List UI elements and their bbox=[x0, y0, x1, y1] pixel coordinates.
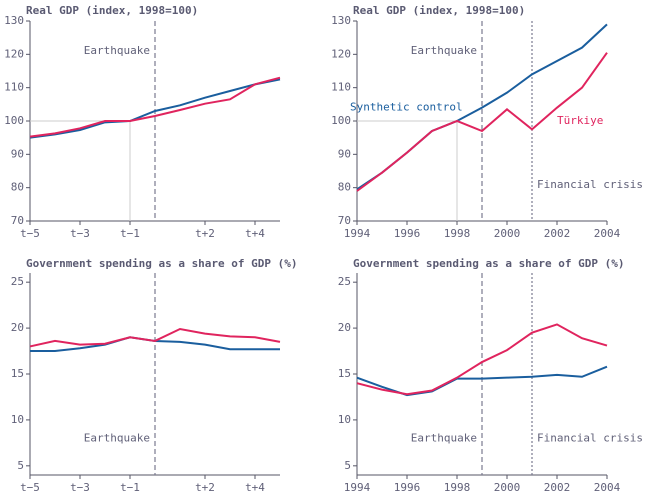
series-line bbox=[356, 323, 608, 396]
y-tick-label: 20 bbox=[338, 321, 351, 334]
x-tick-label: t+2 bbox=[195, 481, 215, 494]
y-tick-label: 80 bbox=[11, 181, 24, 194]
y-tick-label: 90 bbox=[11, 147, 24, 160]
y-tick-label: 10 bbox=[338, 413, 351, 426]
x-tick-label: t+4 bbox=[245, 481, 265, 494]
x-tick-label: 1994 bbox=[344, 481, 371, 494]
event-label: Earthquake bbox=[411, 432, 477, 445]
y-tick-label: 5 bbox=[344, 459, 351, 472]
x-tick-label: 2004 bbox=[594, 227, 621, 240]
chart-title: Real GDP (index, 1998=100) bbox=[353, 4, 525, 17]
y-tick-label: 110 bbox=[4, 81, 24, 94]
x-tick-label: t−5 bbox=[20, 227, 40, 240]
event-label: Earthquake bbox=[84, 44, 150, 57]
series-line bbox=[29, 78, 281, 139]
event-label: Financial crisis bbox=[537, 432, 643, 445]
series-line bbox=[29, 327, 281, 348]
y-tick-label: 120 bbox=[331, 47, 351, 60]
series-line bbox=[29, 76, 281, 138]
y-tick-label: 70 bbox=[338, 214, 351, 227]
chart-title: Government spending as a share of GDP (%… bbox=[26, 257, 298, 270]
x-tick-label: t−1 bbox=[120, 227, 140, 240]
x-tick-label: 1998 bbox=[444, 481, 471, 494]
event-label: Financial crisis bbox=[537, 178, 643, 191]
x-tick-label: 1998 bbox=[444, 227, 471, 240]
series-label: Türkiye bbox=[557, 114, 603, 127]
y-tick-label: 5 bbox=[17, 459, 24, 472]
chart-title: Real GDP (index, 1998=100) bbox=[26, 4, 198, 17]
x-tick-label: t−5 bbox=[20, 481, 40, 494]
y-tick-label: 110 bbox=[331, 81, 351, 94]
x-tick-label: 2000 bbox=[494, 227, 521, 240]
y-tick-label: 100 bbox=[4, 114, 24, 127]
y-tick-label: 70 bbox=[11, 214, 24, 227]
series-label: Synthetic control bbox=[350, 101, 463, 114]
y-tick-label: 15 bbox=[11, 367, 24, 380]
y-tick-label: 130 bbox=[4, 14, 24, 27]
y-tick-label: 25 bbox=[338, 275, 351, 288]
y-tick-label: 20 bbox=[11, 321, 24, 334]
y-tick-label: 25 bbox=[11, 275, 24, 288]
y-tick-label: 120 bbox=[4, 47, 24, 60]
x-tick-label: 2002 bbox=[544, 481, 571, 494]
chart-title: Government spending as a share of GDP (%… bbox=[353, 257, 625, 270]
y-tick-label: 90 bbox=[338, 147, 351, 160]
x-tick-label: 2004 bbox=[594, 481, 621, 494]
x-tick-label: 1996 bbox=[394, 481, 421, 494]
x-tick-label: t−3 bbox=[70, 481, 90, 494]
event-label: Earthquake bbox=[84, 432, 150, 445]
x-tick-label: t+2 bbox=[195, 227, 215, 240]
y-tick-label: 130 bbox=[331, 14, 351, 27]
x-tick-label: 1996 bbox=[394, 227, 421, 240]
event-label: Earthquake bbox=[411, 44, 477, 57]
y-tick-label: 15 bbox=[338, 367, 351, 380]
series-line bbox=[356, 52, 608, 192]
x-tick-label: t−1 bbox=[120, 481, 140, 494]
y-tick-label: 100 bbox=[331, 114, 351, 127]
x-tick-label: 2002 bbox=[544, 227, 571, 240]
x-tick-label: 1994 bbox=[344, 227, 371, 240]
x-tick-label: t+4 bbox=[245, 227, 265, 240]
x-tick-label: 2000 bbox=[494, 481, 521, 494]
y-tick-label: 10 bbox=[11, 413, 24, 426]
y-tick-label: 80 bbox=[338, 181, 351, 194]
x-tick-label: t−3 bbox=[70, 227, 90, 240]
